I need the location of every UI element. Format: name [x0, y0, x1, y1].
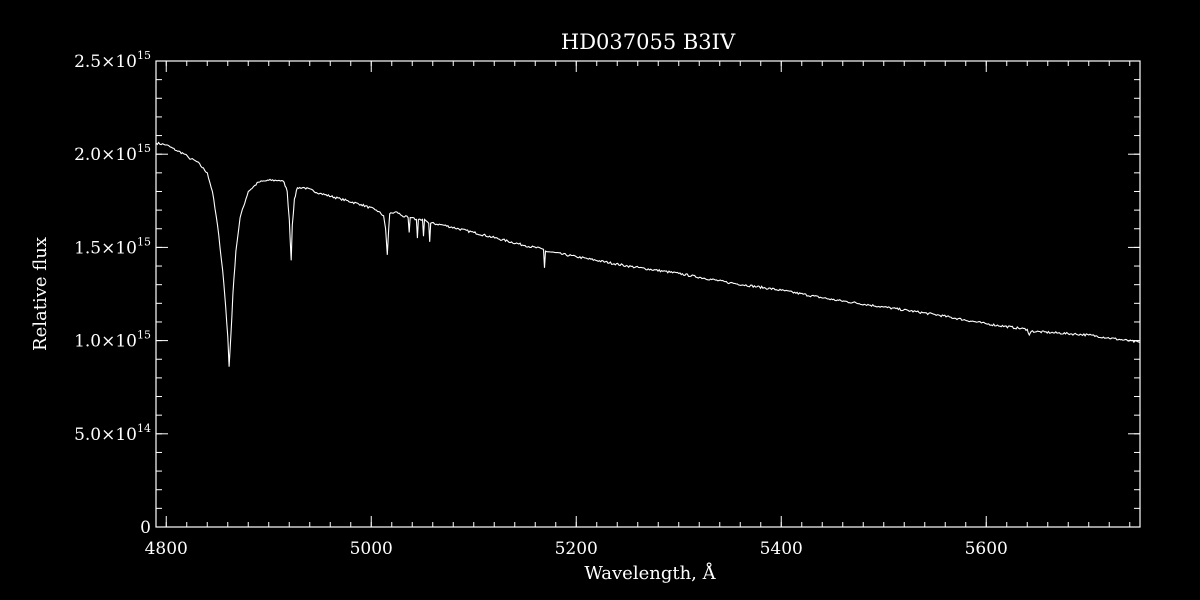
x-tick-label: 4800: [145, 539, 188, 559]
y-axis-label: Relative flux: [30, 237, 51, 351]
x-tick-label: 5600: [965, 539, 1008, 559]
x-tick-label: 5000: [350, 539, 393, 559]
spectrum-line: [155, 141, 1141, 367]
x-tick-label: 5200: [555, 539, 598, 559]
x-tick-label: 5400: [760, 539, 803, 559]
y-tick-label: 2.0×1015: [74, 142, 151, 165]
plot-frame: [155, 60, 1141, 528]
y-tick-label: 1.0×1015: [74, 329, 151, 352]
y-tick-label: 1.5×1015: [74, 235, 151, 258]
axis-ticks: [156, 60, 1140, 528]
y-tick-label: 5.0×1014: [74, 422, 151, 445]
chart-title: HD037055 B3IV: [561, 30, 736, 54]
y-tick-label: 0: [140, 518, 151, 538]
y-tick-label: 2.5×1015: [74, 49, 151, 72]
x-axis-label: Wavelength, Å: [584, 562, 716, 584]
tick-labels: 4800 5000 5200 5400 5600 0 5.0×1014 1.0×1015 1.5…: [74, 49, 1008, 559]
